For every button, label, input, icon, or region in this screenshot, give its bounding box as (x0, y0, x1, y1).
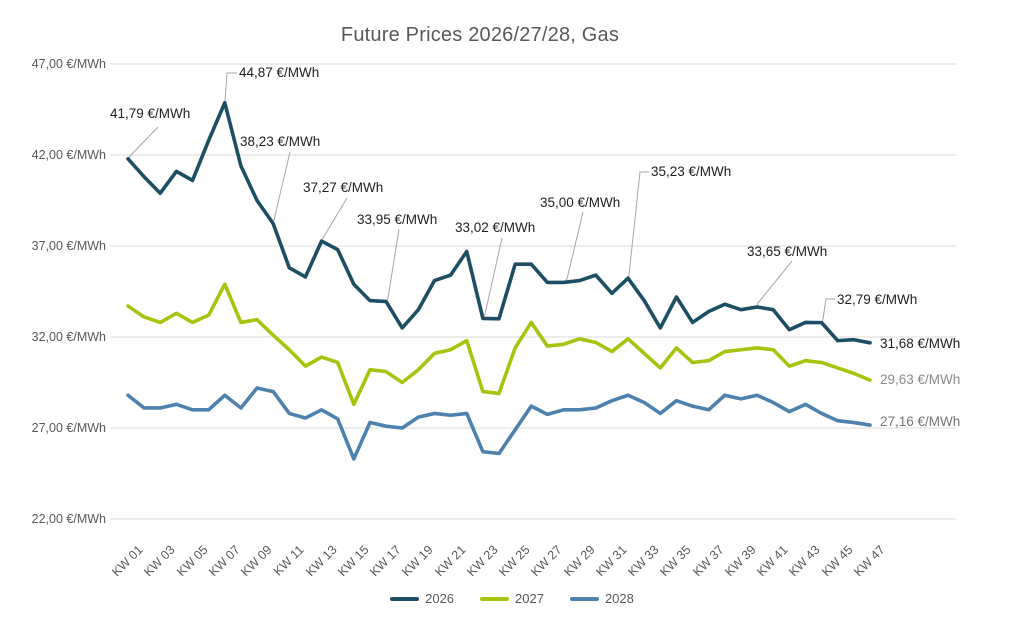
legend-swatch-2026 (390, 596, 420, 601)
data-label-0-kw23: 33,02 €/MWh (455, 220, 536, 235)
legend-label-2026: 2026 (425, 591, 455, 606)
annotation-leader-line (482, 237, 503, 319)
data-label-0-kw47: 31,68 €/MWh (880, 336, 961, 351)
legend-swatch-2027 (480, 596, 510, 601)
y-tick-label: 47,00 €/MWh (31, 57, 106, 71)
annotation-leader-line (756, 260, 793, 308)
data-label-0-kw13: 37,27 €/MWh (303, 180, 384, 195)
legend-label-2028: 2028 (604, 591, 634, 606)
annotation-leader-line (627, 171, 649, 279)
legend-label-2027: 2027 (515, 591, 544, 606)
annotation-leader-line (385, 228, 400, 302)
data-label-1-kw47: 29,63 €/MWh (880, 372, 961, 387)
y-tick-label: 32,00 €/MWh (31, 330, 106, 344)
annotation-leader-line (272, 151, 291, 224)
data-label-2-kw47: 27,16 €/MWh (880, 414, 961, 429)
chart-title: Future Prices 2026/27/28, Gas (340, 24, 620, 46)
y-tick-label: 22,00 €/MWh (31, 512, 106, 526)
annotation-leader-line (321, 197, 348, 242)
annotation-leader-line (821, 298, 835, 323)
series-line-2027 (126, 282, 872, 407)
annotation-leader-line (127, 126, 159, 160)
legend-swatch-2028 (569, 596, 599, 601)
legend-item-2026: 2026 (390, 591, 454, 606)
legend-item-2028: 2028 (569, 591, 634, 606)
data-label-0-kw44: 32,79 €/MWh (837, 292, 918, 307)
y-tick-label: 27,00 €/MWh (31, 421, 106, 435)
data-label-0-kw32: 35,23 €/MWh (651, 164, 732, 179)
data-label-0-kw10: 38,23 €/MWh (240, 134, 321, 149)
y-tick-label: 42,00 €/MWh (31, 148, 106, 162)
legend-item-2027: 2027 (480, 591, 544, 606)
y-tick-label: 37,00 €/MWh (31, 239, 106, 253)
annotation-leader-line (563, 211, 584, 283)
data-label-0-kw28: 35,00 €/MWh (540, 195, 621, 210)
data-label-0-kw17: 33,95 €/MWh (357, 212, 438, 227)
series-line-2026 (126, 100, 872, 345)
legend: 2026 2027 2028 (0, 591, 1024, 606)
data-label-0-kw7: 44,87 €/MWh (239, 65, 320, 80)
series-line-2028 (126, 386, 872, 461)
data-label-0-kw1: 41,79 €/MWh (110, 106, 191, 121)
annotation-leader-line (224, 72, 237, 103)
data-label-0-kw40: 33,65 €/MWh (747, 244, 828, 259)
